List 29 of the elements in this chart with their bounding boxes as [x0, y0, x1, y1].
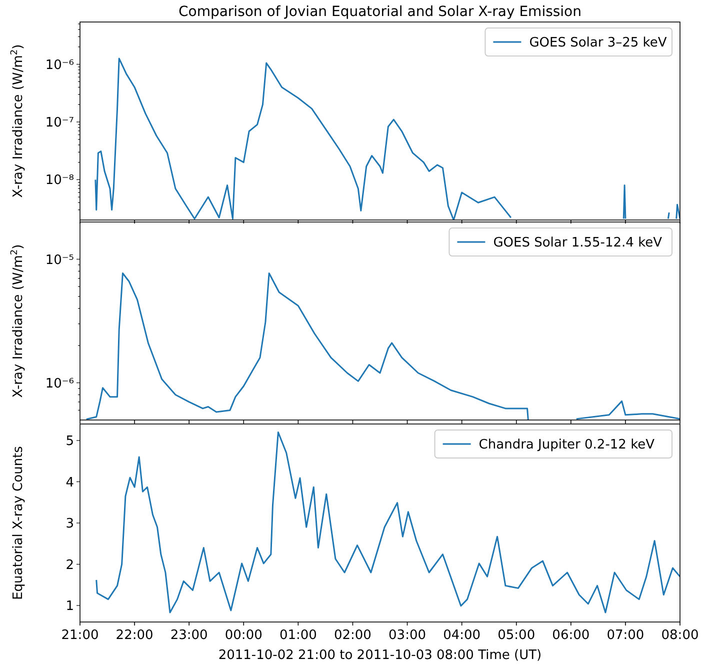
y-tick-label: 4	[66, 475, 74, 490]
x-axis-title: 2011-10-02 21:00 to 2011-10-03 08:00 Time (UT)	[218, 648, 542, 663]
x-tick-label: 03:00	[388, 628, 426, 643]
x-tick-label: 00:00	[224, 628, 262, 643]
x-tick-label: 06:00	[552, 628, 590, 643]
x-tick-label: 04:00	[443, 628, 481, 643]
y-tick-label: 5	[66, 434, 74, 450]
legend-label: Chandra Jupiter 0.2-12 keV	[478, 438, 655, 453]
y-tick-label: 10⁻⁸	[45, 173, 74, 188]
y-tick-label: 10⁻⁵	[45, 252, 74, 268]
y-tick-label: 3	[66, 516, 74, 532]
x-tick-label: 05:00	[498, 628, 536, 643]
legend-label: GOES Solar 3–25 keV	[529, 36, 667, 51]
x-tick-label: 07:00	[606, 628, 644, 643]
x-tick-label: 23:00	[170, 628, 208, 643]
x-tick-label: 01:00	[279, 628, 317, 643]
chart-title: Comparison of Jovian Equatorial and Solar X-ray Emission	[178, 4, 582, 20]
y-axis-title: Equatorial X-ray Counts	[11, 446, 26, 600]
y-tick-label: 10⁻⁶	[45, 58, 74, 73]
x-tick-label: 08:00	[661, 628, 699, 643]
y-tick-label: 1	[66, 599, 74, 614]
x-tick-label: 21:00	[61, 628, 99, 643]
y-tick-label: 2	[66, 558, 74, 573]
y-tick-label: 10⁻⁶	[45, 376, 74, 392]
legend-label: GOES Solar 1.55-12.4 keV	[493, 236, 662, 251]
y-tick-label: 10⁻⁷	[45, 116, 74, 131]
x-tick-label: 22:00	[116, 628, 154, 643]
x-tick-label: 02:00	[334, 628, 372, 643]
line-series	[96, 432, 680, 614]
